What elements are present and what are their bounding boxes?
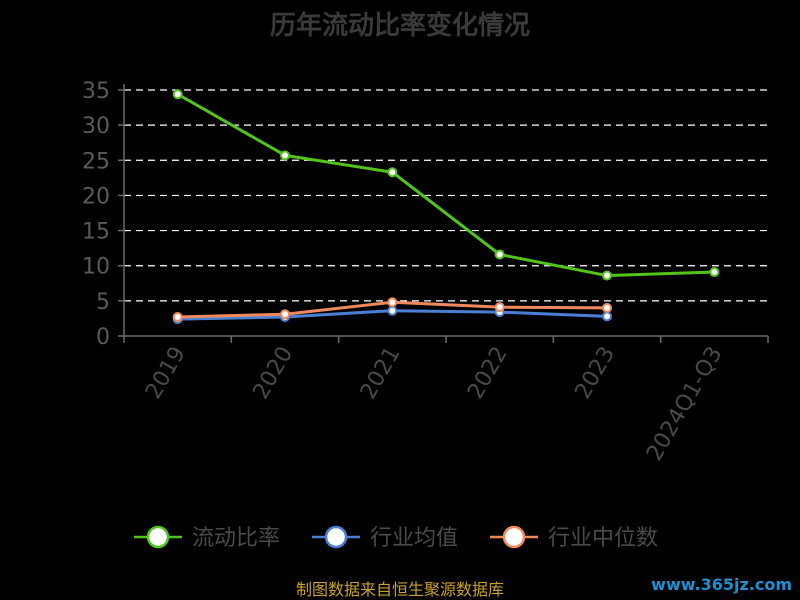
- x-tick-labels: 2019 2020 2021 2022 2023 2024Q1-Q3: [123, 336, 769, 466]
- y-tick-label: 10: [82, 255, 110, 280]
- x-tick-label: 2021: [356, 343, 406, 404]
- x-tick-label: 2024Q1-Q3: [642, 343, 727, 466]
- legend-item[interactable]: 行业均值: [312, 525, 458, 551]
- series-lines: [172, 89, 720, 325]
- x-tick-label: 2020: [249, 343, 299, 404]
- legend-item[interactable]: 流动比率: [134, 525, 280, 551]
- legend-label: 行业均值: [370, 526, 458, 551]
- legend-item[interactable]: 行业中位数: [490, 525, 658, 551]
- grid-lines: [124, 89, 768, 302]
- data-point: [602, 302, 612, 313]
- y-tick-labels: 0 5 10 15 20 25 30 35: [82, 79, 124, 350]
- data-point: [602, 311, 612, 322]
- series-0: [172, 89, 720, 281]
- legend-swatch-marker: [324, 525, 348, 549]
- data-point: [280, 309, 290, 320]
- source-footer: 制图数据来自恒生聚源数据库: [296, 580, 504, 599]
- legend-swatch-marker: [502, 525, 526, 549]
- x-tick-label: 2023: [571, 343, 621, 404]
- data-point: [387, 297, 398, 308]
- y-tick-label: 25: [82, 149, 110, 174]
- legend-label: 流动比率: [192, 526, 280, 551]
- data-point: [602, 270, 612, 281]
- series-line: [176, 92, 715, 278]
- legend-label: 行业中位数: [548, 526, 658, 551]
- y-tick-label: 5: [96, 290, 110, 315]
- data-point: [387, 167, 398, 178]
- axes: [123, 84, 768, 337]
- x-tick-label: 2022: [463, 342, 513, 403]
- data-point: [172, 89, 183, 100]
- data-point: [280, 150, 290, 161]
- x-tick-label: 2019: [141, 343, 191, 404]
- y-tick-label: 35: [82, 79, 110, 104]
- y-tick-label: 0: [96, 325, 110, 350]
- data-point: [387, 305, 398, 316]
- chart-title: 历年流动比率变化情况: [270, 10, 530, 41]
- watermark: www.365jz.com: [651, 575, 792, 594]
- y-tick-label: 20: [82, 184, 110, 209]
- y-tick-label: 30: [82, 114, 110, 139]
- data-point: [494, 249, 505, 260]
- y-tick-label: 15: [82, 220, 110, 245]
- series-2: [172, 297, 612, 323]
- legend-swatch-marker: [146, 525, 170, 549]
- legend: 流动比率 行业均值 行业中位数: [134, 525, 658, 551]
- data-point: [172, 312, 183, 323]
- data-point: [494, 302, 505, 313]
- data-point: [709, 267, 720, 278]
